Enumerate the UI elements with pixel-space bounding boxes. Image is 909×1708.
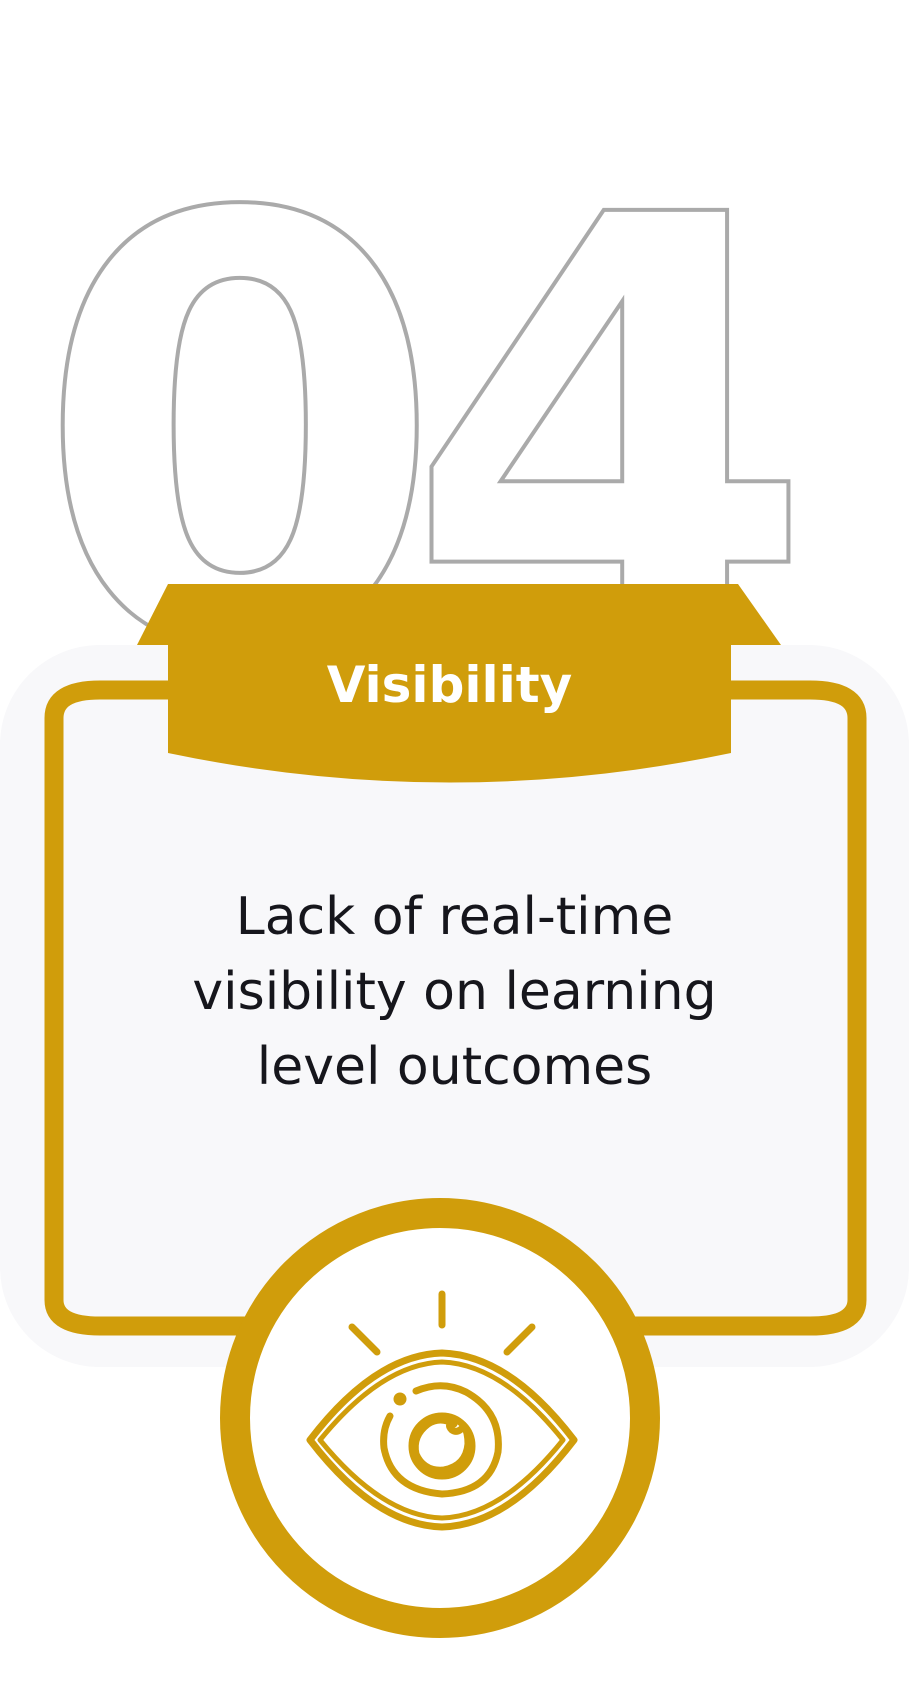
title-ribbon [137, 584, 781, 783]
card-title: Visibility [326, 656, 573, 714]
eye-icon [306, 1290, 578, 1531]
card-description: Lack of real-time visibility on learning… [192, 887, 717, 1097]
